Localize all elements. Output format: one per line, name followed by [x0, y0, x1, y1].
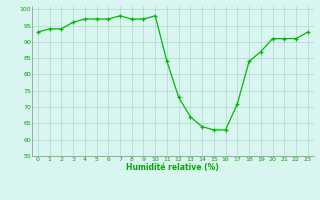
X-axis label: Humidité relative (%): Humidité relative (%) [126, 163, 219, 172]
